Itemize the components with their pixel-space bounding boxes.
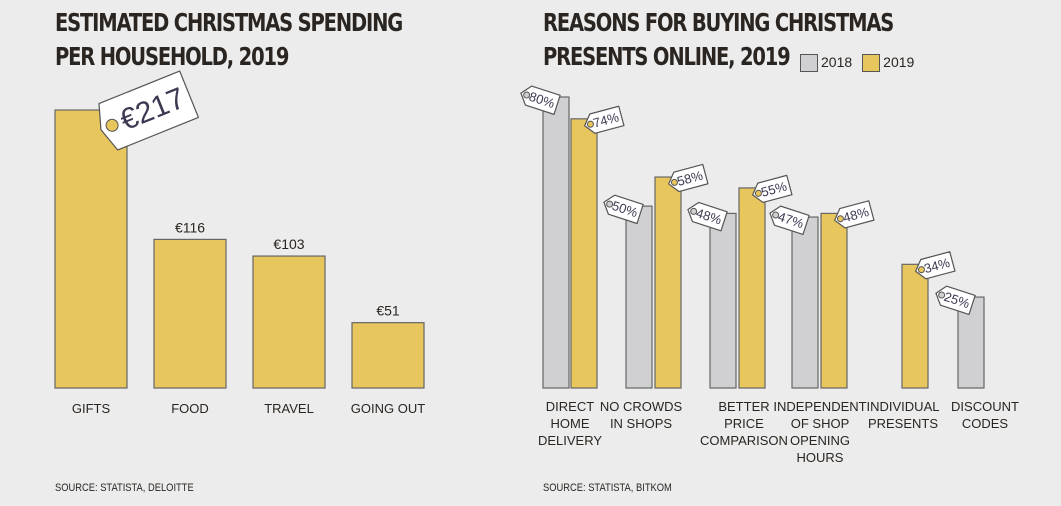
category-label: INDIVIDUAL PRESENTS [867, 399, 940, 431]
tag-2019-3: 48% [834, 200, 875, 229]
bar-2019-0 [570, 118, 598, 389]
bar-2018-3 [791, 216, 819, 389]
tag-2018-1: 50% [603, 194, 644, 225]
value-label: €51 [376, 303, 400, 319]
value-label: 80% [527, 89, 557, 111]
bar-2018-1 [625, 205, 653, 389]
legend-2018: 2018 [800, 54, 852, 73]
right-chart-title: REASONS FOR BUYING CHRISTMAS PRESENTS ON… [543, 8, 894, 71]
right-source: SOURCE: STATISTA, BITKOM [543, 482, 672, 494]
value-label: 25% [942, 289, 972, 311]
bar-2019-3 [820, 212, 848, 389]
bar-2019-2 [738, 187, 766, 389]
tag-2019-1: 58% [668, 163, 709, 193]
tag-2019-4: 34% [915, 251, 956, 280]
legend: 2018 2019 [800, 54, 914, 73]
bar-gifts [54, 109, 128, 389]
legend-2019: 2019 [862, 54, 914, 73]
bar-2018-2 [709, 212, 737, 389]
tag-2018-5: 25% [935, 285, 976, 316]
category-label: NO CROWDS IN SHOPS [600, 399, 683, 431]
value-label: 50% [610, 198, 640, 220]
bar-travel [252, 255, 326, 389]
value-label: 48% [694, 205, 724, 227]
value-label: 47% [776, 209, 806, 231]
left-chart-title: ESTIMATED CHRISTMAS SPENDING PER HOUSEHO… [55, 8, 403, 71]
tag-2018-3: 47% [769, 205, 810, 236]
value-label: 74% [591, 109, 620, 130]
value-label: 58% [675, 168, 704, 189]
bar-2019-4 [901, 263, 929, 389]
value-label: 48% [841, 204, 870, 225]
category-label: BETTER PRICE COMPARISON [700, 399, 788, 448]
category-label: FOOD [171, 401, 209, 416]
bar-2019-1 [654, 176, 682, 389]
bar-food [153, 238, 227, 389]
category-label: GOING OUT [351, 401, 425, 416]
category-label: INDEPENDENT OF SHOP OPENING HOURS [773, 399, 866, 465]
bar-2018-0 [542, 96, 570, 389]
left-source: SOURCE: STATISTA, DELOITTE [55, 482, 194, 494]
tag-2018-0: 80% [520, 85, 561, 115]
category-label: DISCOUNT CODES [951, 399, 1019, 431]
value-label: €103 [273, 236, 304, 252]
value-label: €116 [175, 219, 205, 235]
value-label: 55% [759, 178, 788, 199]
category-label: DIRECT HOME DELIVERY [538, 399, 602, 448]
category-label: TRAVEL [264, 401, 314, 416]
tag-2019-2: 55% [752, 174, 793, 204]
bar-going-out [351, 322, 425, 389]
category-label: GIFTS [72, 401, 111, 416]
value-label: 34% [922, 255, 951, 276]
tag-2018-2: 48% [687, 201, 728, 232]
tag-2019-0: 74% [584, 105, 625, 134]
